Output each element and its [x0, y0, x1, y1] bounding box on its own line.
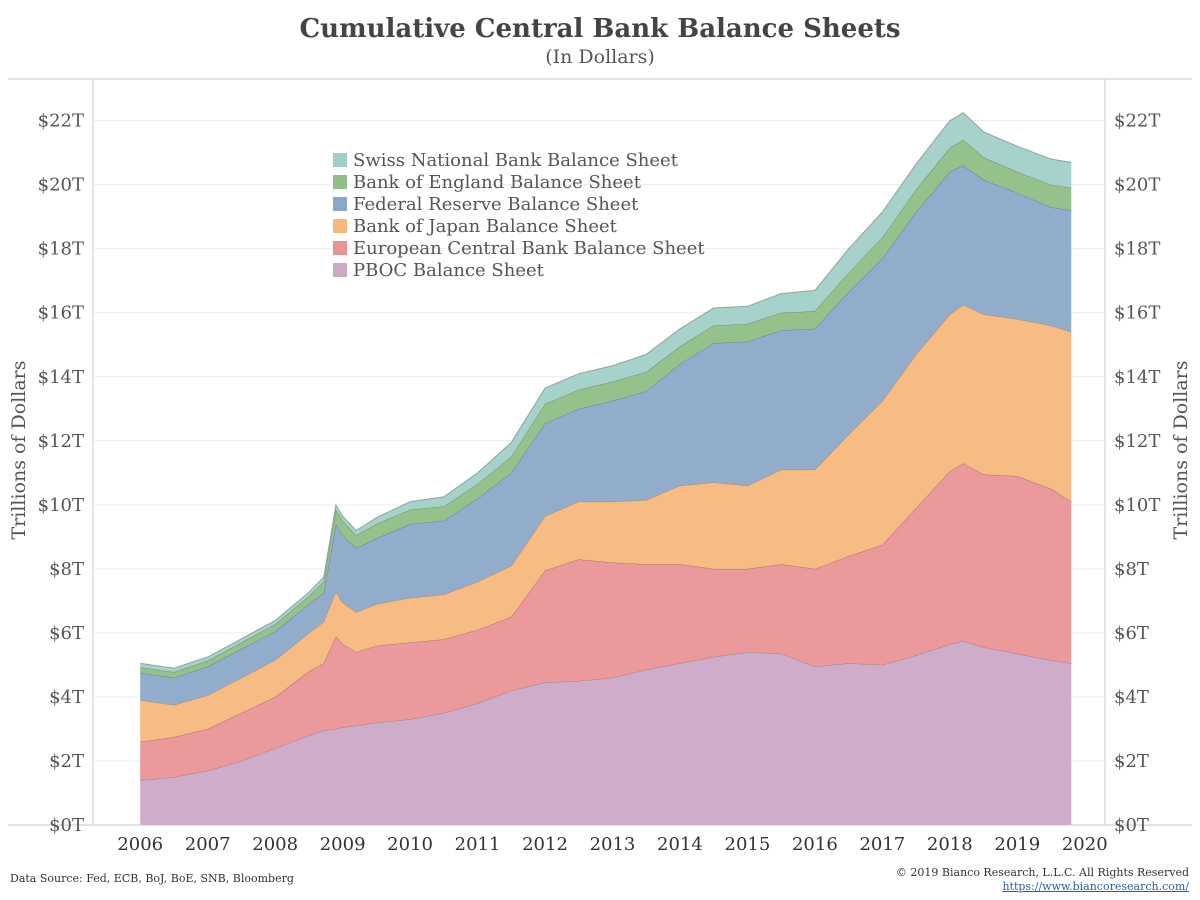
y-tick-label: $6T [49, 623, 84, 644]
x-tick-label: 2010 [387, 834, 433, 855]
data-source-note: Data Source: Fed, ECB, BoJ, BoE, SNB, Bl… [10, 872, 294, 885]
legend-item: Federal Reserve Balance Sheet [333, 194, 705, 216]
legend-swatch [333, 241, 347, 255]
legend-swatch [333, 175, 347, 189]
y-axis-label-right: Trillions of Dollars [1170, 360, 1192, 539]
x-tick-label: 2008 [252, 834, 298, 855]
x-tick-label: 2009 [320, 834, 366, 855]
y-tick-label: $0T [1114, 815, 1149, 836]
x-tick-label: 2015 [725, 834, 771, 855]
y-tick-label: $12T [1114, 431, 1160, 452]
legend-label: PBOC Balance Sheet [353, 260, 544, 281]
y-tick-label: $0T [49, 815, 84, 836]
legend-swatch [333, 263, 347, 277]
copyright-note: © 2019 Bianco Research, L.L.C. All Right… [895, 866, 1189, 879]
area-bank-of-japan-balance-sheet [140, 304, 1072, 742]
legend-item: Bank of Japan Balance Sheet [333, 216, 705, 238]
legend-label: Swiss National Bank Balance Sheet [353, 150, 678, 171]
x-axis: 2006 2007 2008 2009 2010 2011 2012 2013 2014 2015… [117, 834, 1107, 855]
x-tick-label: 2013 [590, 834, 636, 855]
y-tick-label: $4T [49, 687, 84, 708]
chart-subtitle: (In Dollars) [545, 46, 655, 68]
y-tick-label: $8T [1114, 559, 1149, 580]
legend-item: PBOC Balance Sheet [333, 260, 705, 282]
y-tick-label: $20T [1114, 175, 1160, 196]
x-tick-label: 2014 [657, 834, 703, 855]
chart-title: Cumulative Central Bank Balance Sheets [299, 14, 901, 44]
legend-item: Swiss National Bank Balance Sheet [333, 150, 705, 172]
legend: Swiss National Bank Balance Sheet Bank of… [333, 150, 705, 282]
line-swiss-national-bank-balance-sheet [140, 111, 1072, 669]
x-tick-label: 2011 [455, 834, 501, 855]
y-tick-label: $16T [38, 303, 84, 324]
y-tick-label: $2T [1114, 751, 1149, 772]
legend-swatch [333, 153, 347, 167]
legend-swatch [333, 197, 347, 211]
x-tick-label: 2019 [994, 834, 1040, 855]
y-tick-label: $14T [38, 367, 84, 388]
y-tick-label: $22T [38, 111, 84, 132]
area-federal-reserve-balance-sheet [140, 165, 1072, 705]
y-tick-label: $20T [38, 175, 84, 196]
legend-label: Bank of Japan Balance Sheet [353, 216, 617, 237]
area-european-central-bank-balance-sheet [140, 463, 1072, 781]
y-tick-label: $18T [38, 239, 84, 260]
y-tick-label: $6T [1114, 623, 1149, 644]
x-tick-label: 2017 [859, 834, 905, 855]
y-tick-label: $12T [38, 431, 84, 452]
website-link[interactable]: https://www.biancoresearch.com/ [1002, 880, 1189, 893]
y-tick-label: $10T [38, 495, 84, 516]
y-tick-label: $18T [1114, 239, 1160, 260]
series-areas [140, 111, 1072, 825]
x-tick-label: 2020 [1062, 834, 1108, 855]
y-tick-label: $22T [1114, 111, 1160, 132]
y-tick-label: $16T [1114, 303, 1160, 324]
legend-swatch [333, 219, 347, 233]
y-axis-right: $0T $2T $4T $6T $8T $10T $12T $14T $16T $18T $20T $… [1114, 111, 1160, 836]
legend-item: Bank of England Balance Sheet [333, 172, 705, 194]
y-tick-label: $4T [1114, 687, 1149, 708]
x-tick-label: 2018 [927, 834, 973, 855]
y-axis-left: $0T $2T $4T $6T $8T $10T $12T $14T $16T $18T $20T $… [38, 111, 84, 836]
x-tick-label: 2016 [792, 834, 838, 855]
y-axis-label-left: Trillions of Dollars [8, 360, 30, 539]
x-tick-label: 2012 [522, 834, 568, 855]
y-tick-label: $10T [1114, 495, 1160, 516]
legend-label: Federal Reserve Balance Sheet [353, 194, 639, 215]
x-tick-label: 2007 [185, 834, 231, 855]
legend-item: European Central Bank Balance Sheet [333, 238, 705, 260]
legend-label: European Central Bank Balance Sheet [353, 238, 705, 259]
y-tick-label: $2T [49, 751, 84, 772]
y-tick-label: $8T [49, 559, 84, 580]
legend-label: Bank of England Balance Sheet [353, 172, 641, 193]
x-tick-label: 2006 [117, 834, 163, 855]
area-pboc-balance-sheet [140, 640, 1072, 825]
y-tick-label: $14T [1114, 367, 1160, 388]
